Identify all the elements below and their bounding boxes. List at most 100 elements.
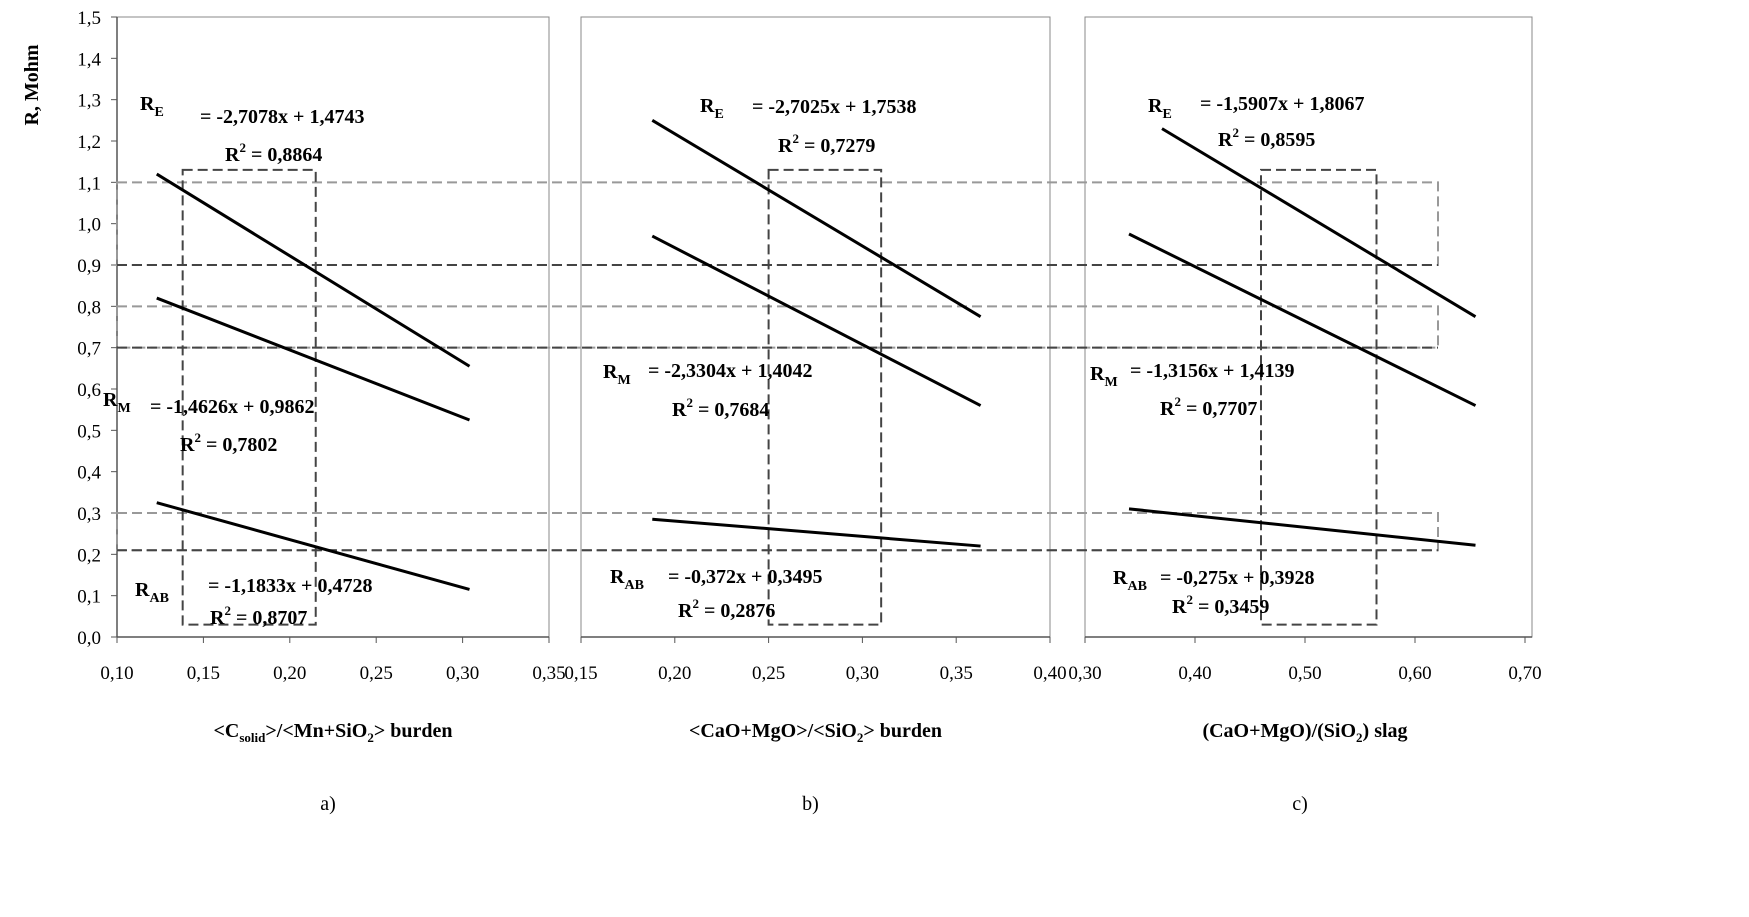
r2-value: = 0,2876 — [699, 600, 775, 622]
x-tick-label: 0,10 — [100, 663, 133, 684]
r-squared: R2 = 0,2876 — [678, 596, 775, 622]
r2-sup: 2 — [792, 131, 799, 146]
x-axis-title-sub: solid — [239, 730, 266, 745]
series-name-main: R — [1113, 567, 1128, 589]
x-axis-title-part: >/<Mn+SiO — [265, 720, 367, 742]
r-squared: R2 = 0,8595 — [1218, 125, 1315, 151]
x-axis-title-sub: 2 — [1356, 730, 1363, 745]
series-name: RE — [700, 95, 724, 122]
y-tick-label: 0,9 — [77, 256, 101, 277]
equation: = -0,275x + 0,3928 — [1160, 567, 1314, 589]
series-name-main: R — [1090, 363, 1105, 385]
equation: = -0,372x + 0,3495 — [668, 566, 822, 588]
y-axis-title: R, Mohm — [21, 44, 43, 125]
r2-sup: 2 — [1174, 394, 1181, 409]
r2-value: = 0,8595 — [1239, 129, 1315, 151]
x-tick-label: 0,30 — [846, 663, 879, 684]
r2-value: = 0,8864 — [246, 144, 322, 166]
r-squared: R2 = 0,8707 — [210, 603, 307, 629]
x-band — [767, 168, 883, 626]
x-tick-label: 0,30 — [1068, 663, 1101, 684]
r2-value: = 0,8707 — [231, 607, 307, 629]
r2-value: = 0,7802 — [201, 434, 277, 456]
series-name-main: R — [700, 95, 715, 117]
series-name: RE — [1148, 95, 1172, 122]
series-line — [1161, 127, 1477, 318]
series-name-sub: AB — [149, 591, 168, 606]
x-tick-label: 0,15 — [187, 663, 220, 684]
y-tick-label: 1,1 — [77, 173, 101, 194]
x-axis-title-part: ) slag — [1363, 720, 1408, 742]
series-name-main: R — [1148, 95, 1163, 117]
x-tick-label: 0,35 — [940, 663, 973, 684]
x-band — [1260, 168, 1378, 626]
y-tick-label: 0,2 — [77, 545, 101, 566]
panel-caption: a) — [320, 793, 336, 815]
x-tick-label: 0,25 — [360, 663, 393, 684]
series-name-sub: E — [1162, 107, 1171, 122]
series-name-main: R — [135, 579, 150, 601]
series-name: RE — [140, 93, 164, 120]
r2-sup: 2 — [1186, 592, 1193, 607]
y-tick-label: 0,7 — [77, 339, 101, 360]
y-tick-label: 1,5 — [77, 8, 101, 29]
r2-sup: 2 — [224, 603, 231, 618]
r2-sup: 2 — [194, 430, 201, 445]
r2-value: = 0,7279 — [799, 135, 875, 157]
x-tick-label: 0,35 — [532, 663, 565, 684]
series-line — [156, 501, 470, 591]
x-tick-label: 0,50 — [1288, 663, 1321, 684]
r-squared: R2 = 0,3459 — [1172, 592, 1269, 618]
x-tick-label: 0,20 — [658, 663, 691, 684]
series-name: RAB — [135, 579, 169, 606]
x-axis-title: <CaO+MgO>/<SiO2> burden — [689, 720, 942, 745]
series-line — [1128, 507, 1476, 547]
x-axis-title-part: > burden — [863, 720, 942, 742]
r2-symbol: R — [180, 434, 195, 456]
series-name-sub: E — [154, 105, 163, 120]
y-tick-label: 1,4 — [77, 49, 101, 70]
r2-symbol: R — [225, 144, 240, 166]
r-squared: R2 = 0,7684 — [672, 395, 769, 421]
r-squared: R2 = 0,8864 — [225, 140, 322, 166]
panel-caption: b) — [802, 793, 819, 815]
x-axis-title-part: (CaO+MgO)/(SiO — [1202, 720, 1356, 742]
r-squared: R2 = 0,7279 — [778, 131, 875, 157]
r2-value: = 0,7684 — [693, 399, 769, 421]
x-axis-title-part: <CaO+MgO>/<SiO — [689, 720, 857, 742]
equation: = -1,5907x + 1,8067 — [1200, 93, 1364, 115]
series-name: RAB — [1113, 567, 1147, 594]
x-band — [181, 168, 317, 626]
x-axis-title: (CaO+MgO)/(SiO2) slag — [1202, 720, 1407, 745]
series-name-sub: M — [617, 373, 630, 388]
series-name-sub: AB — [624, 578, 643, 593]
r2-symbol: R — [1172, 596, 1187, 618]
series-name-main: R — [610, 566, 625, 588]
r-squared: R2 = 0,7802 — [180, 430, 277, 456]
equation: = -2,7078x + 1,4743 — [200, 106, 364, 128]
y-tick-label: 0,1 — [77, 587, 101, 608]
series-name: RM — [603, 361, 631, 388]
r2-symbol: R — [1160, 398, 1175, 420]
x-tick-label: 0,40 — [1033, 663, 1066, 684]
series-name: RM — [103, 389, 131, 416]
y-tick-label: 0,0 — [77, 628, 101, 649]
series-line — [155, 172, 471, 368]
r2-symbol: R — [1218, 129, 1233, 151]
x-axis-title-sub: 2 — [367, 730, 374, 745]
r2-sup: 2 — [686, 395, 693, 410]
x-axis-title-part: <C — [214, 720, 240, 742]
r-squared: R2 = 0,7707 — [1160, 394, 1257, 420]
series-line — [651, 234, 982, 407]
r2-symbol: R — [678, 600, 693, 622]
y-tick-label: 0,6 — [77, 380, 101, 401]
x-tick-label: 0,15 — [564, 663, 597, 684]
x-tick-label: 0,40 — [1178, 663, 1211, 684]
series-name-main: R — [103, 389, 118, 411]
series-name-sub: M — [117, 401, 130, 416]
r2-sup: 2 — [692, 596, 699, 611]
y-tick-label: 1,3 — [77, 91, 101, 112]
x-tick-label: 0,25 — [752, 663, 785, 684]
r2-symbol: R — [210, 607, 225, 629]
